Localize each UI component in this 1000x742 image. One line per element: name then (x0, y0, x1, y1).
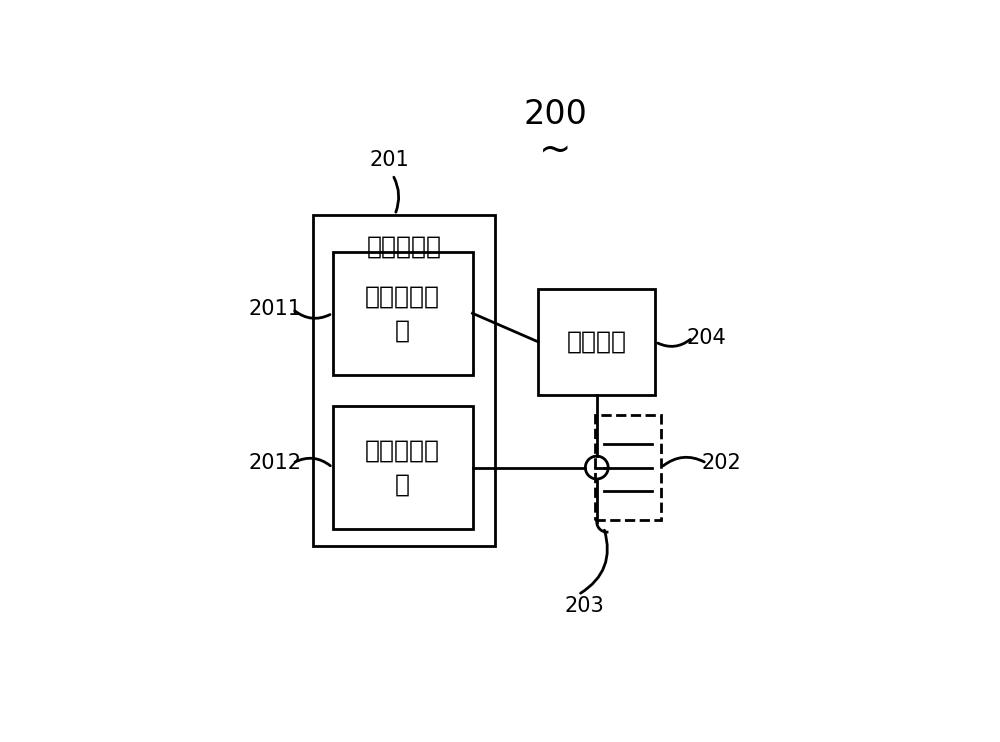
Text: 设备端接口: 设备端接口 (366, 234, 441, 258)
Text: 脚: 脚 (395, 318, 410, 342)
Bar (313, 214, 495, 546)
Bar (595, 415, 661, 520)
Text: 203: 203 (564, 596, 604, 616)
Text: ~: ~ (539, 130, 572, 168)
Text: 脚: 脚 (395, 473, 410, 496)
Text: 204: 204 (687, 327, 727, 347)
Bar (333, 406, 473, 529)
Bar (538, 289, 655, 395)
Text: 2012: 2012 (249, 453, 302, 473)
Text: 2011: 2011 (249, 299, 302, 319)
Bar (333, 252, 473, 375)
Text: 201: 201 (370, 151, 410, 171)
Text: 信号检测引: 信号检测引 (365, 284, 440, 308)
Text: 信号传输引: 信号传输引 (365, 439, 440, 462)
Text: 200: 200 (523, 98, 587, 131)
Text: 检测模块: 检测模块 (567, 330, 627, 354)
Text: 202: 202 (701, 453, 741, 473)
